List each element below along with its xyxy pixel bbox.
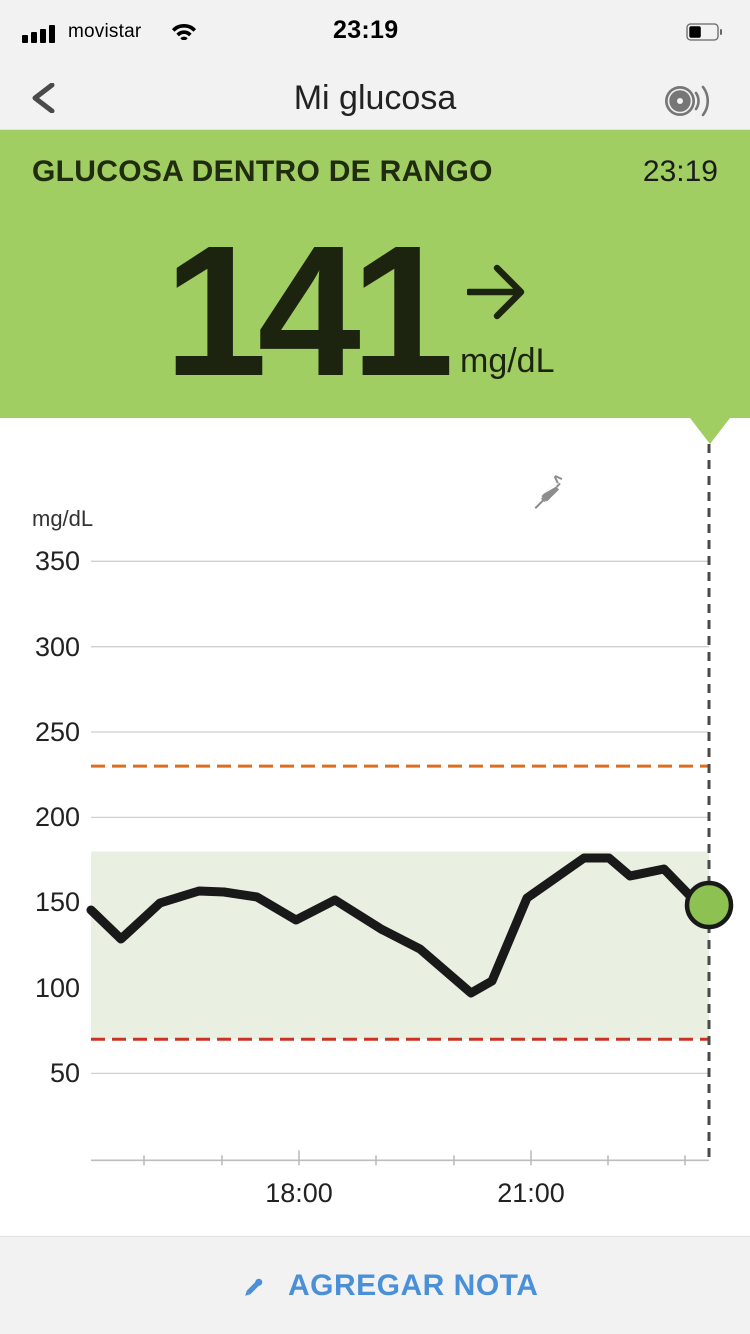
svg-text:18:00: 18:00 [265, 1178, 333, 1208]
svg-text:50: 50 [50, 1058, 80, 1088]
svg-text:300: 300 [35, 632, 80, 662]
svg-text:100: 100 [35, 973, 80, 1003]
svg-text:250: 250 [35, 717, 80, 747]
svg-text:mg/dL: mg/dL [32, 506, 93, 531]
svg-text:350: 350 [35, 546, 80, 576]
svg-text:200: 200 [35, 802, 80, 832]
svg-text:21:00: 21:00 [497, 1178, 565, 1208]
svg-text:150: 150 [35, 887, 80, 917]
